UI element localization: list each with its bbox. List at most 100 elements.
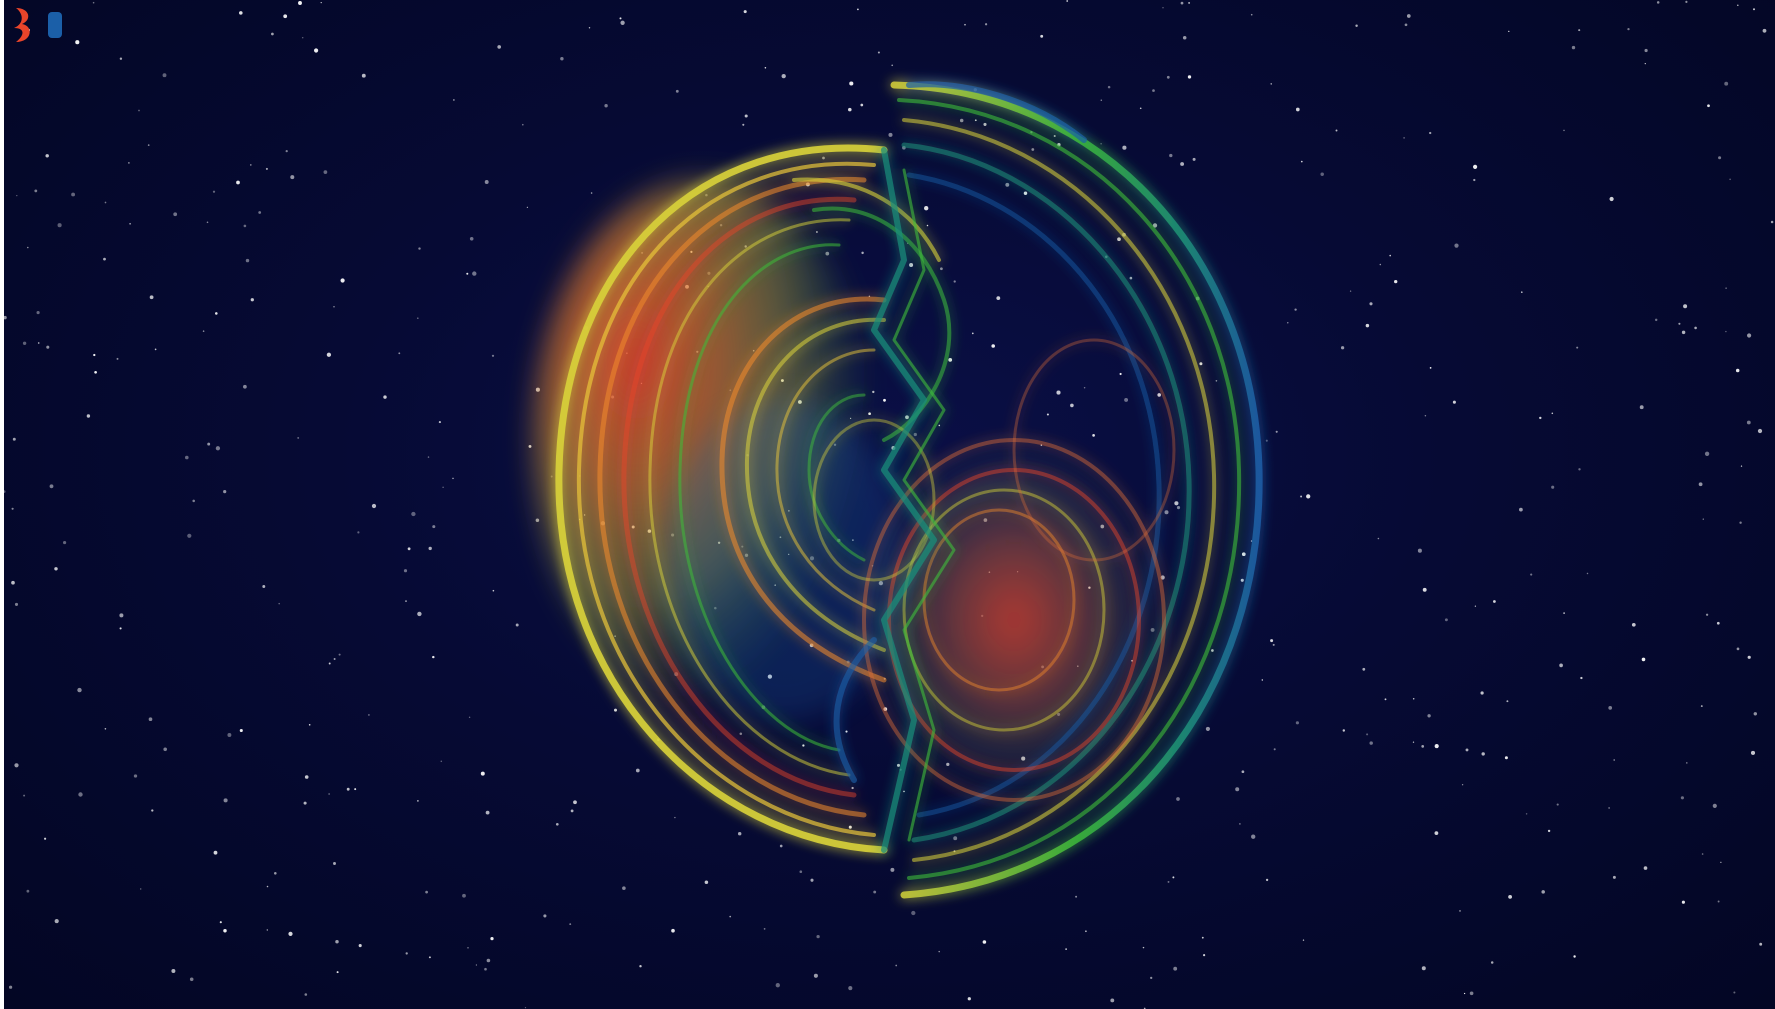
star xyxy=(128,162,130,164)
star xyxy=(1686,762,1688,764)
star xyxy=(848,825,852,829)
star xyxy=(953,836,958,841)
star xyxy=(967,997,971,1001)
star xyxy=(1119,372,1122,376)
star xyxy=(1065,948,1067,950)
star xyxy=(877,51,880,54)
star xyxy=(1174,501,1179,506)
star xyxy=(1129,276,1133,280)
star xyxy=(1404,23,1408,27)
star xyxy=(1493,600,1496,603)
star xyxy=(405,600,407,602)
star xyxy=(891,64,894,67)
star xyxy=(119,57,123,60)
star xyxy=(675,89,679,93)
star xyxy=(1389,254,1391,257)
star xyxy=(1465,748,1469,752)
star xyxy=(357,531,360,534)
star xyxy=(1203,954,1206,957)
star xyxy=(974,119,977,122)
star xyxy=(14,602,19,606)
star xyxy=(1300,495,1303,498)
star xyxy=(1701,853,1704,855)
star xyxy=(86,414,91,418)
star xyxy=(1681,900,1685,904)
star xyxy=(896,763,901,767)
star xyxy=(1100,143,1102,145)
star xyxy=(1335,129,1338,132)
star xyxy=(1576,346,1579,349)
star xyxy=(442,486,444,489)
star xyxy=(418,247,421,250)
star xyxy=(335,939,339,944)
star xyxy=(619,17,622,20)
star xyxy=(338,653,341,656)
star xyxy=(924,206,929,211)
star xyxy=(813,973,818,978)
star xyxy=(1300,160,1303,163)
star xyxy=(614,708,617,712)
star xyxy=(522,123,524,126)
star xyxy=(428,956,431,959)
star xyxy=(1412,741,1415,743)
star xyxy=(763,928,766,930)
star xyxy=(1250,13,1253,16)
star xyxy=(1199,362,1203,366)
star xyxy=(905,415,909,420)
star xyxy=(848,986,853,991)
star xyxy=(149,295,154,300)
star xyxy=(1085,930,1087,933)
star xyxy=(148,717,153,722)
star xyxy=(93,353,96,357)
star xyxy=(515,623,519,627)
star xyxy=(77,687,82,693)
star xyxy=(462,893,466,898)
star xyxy=(1261,679,1264,681)
star xyxy=(36,311,40,315)
star xyxy=(991,344,995,348)
star xyxy=(11,507,14,510)
star xyxy=(890,867,895,872)
star xyxy=(92,1,95,4)
star xyxy=(133,774,138,778)
star xyxy=(486,958,491,963)
star xyxy=(46,345,50,349)
star xyxy=(1053,134,1056,138)
star xyxy=(1340,346,1345,350)
star xyxy=(49,484,54,489)
star xyxy=(1702,518,1704,520)
star xyxy=(184,455,189,460)
star xyxy=(1747,333,1752,338)
star xyxy=(1070,403,1074,408)
star xyxy=(139,888,142,890)
star xyxy=(485,810,490,815)
star xyxy=(1656,1,1660,4)
star xyxy=(1481,752,1485,756)
star xyxy=(1573,955,1576,958)
star xyxy=(63,541,67,545)
star xyxy=(484,180,489,184)
star xyxy=(1627,27,1630,31)
star xyxy=(1733,991,1736,994)
stars-layer xyxy=(4,0,1774,1009)
star xyxy=(154,348,157,351)
star xyxy=(1759,942,1763,946)
star xyxy=(1394,279,1398,284)
star xyxy=(75,40,80,45)
star xyxy=(271,32,274,36)
star xyxy=(4,490,6,493)
star xyxy=(1459,910,1461,912)
star xyxy=(857,8,859,11)
star xyxy=(497,45,502,49)
star xyxy=(1680,796,1684,800)
star xyxy=(888,132,893,137)
star xyxy=(1530,573,1533,576)
star xyxy=(810,878,814,882)
star xyxy=(1412,697,1415,700)
star xyxy=(163,747,167,752)
star xyxy=(781,73,786,79)
star xyxy=(1539,416,1542,420)
star xyxy=(526,206,529,208)
star xyxy=(802,744,805,747)
